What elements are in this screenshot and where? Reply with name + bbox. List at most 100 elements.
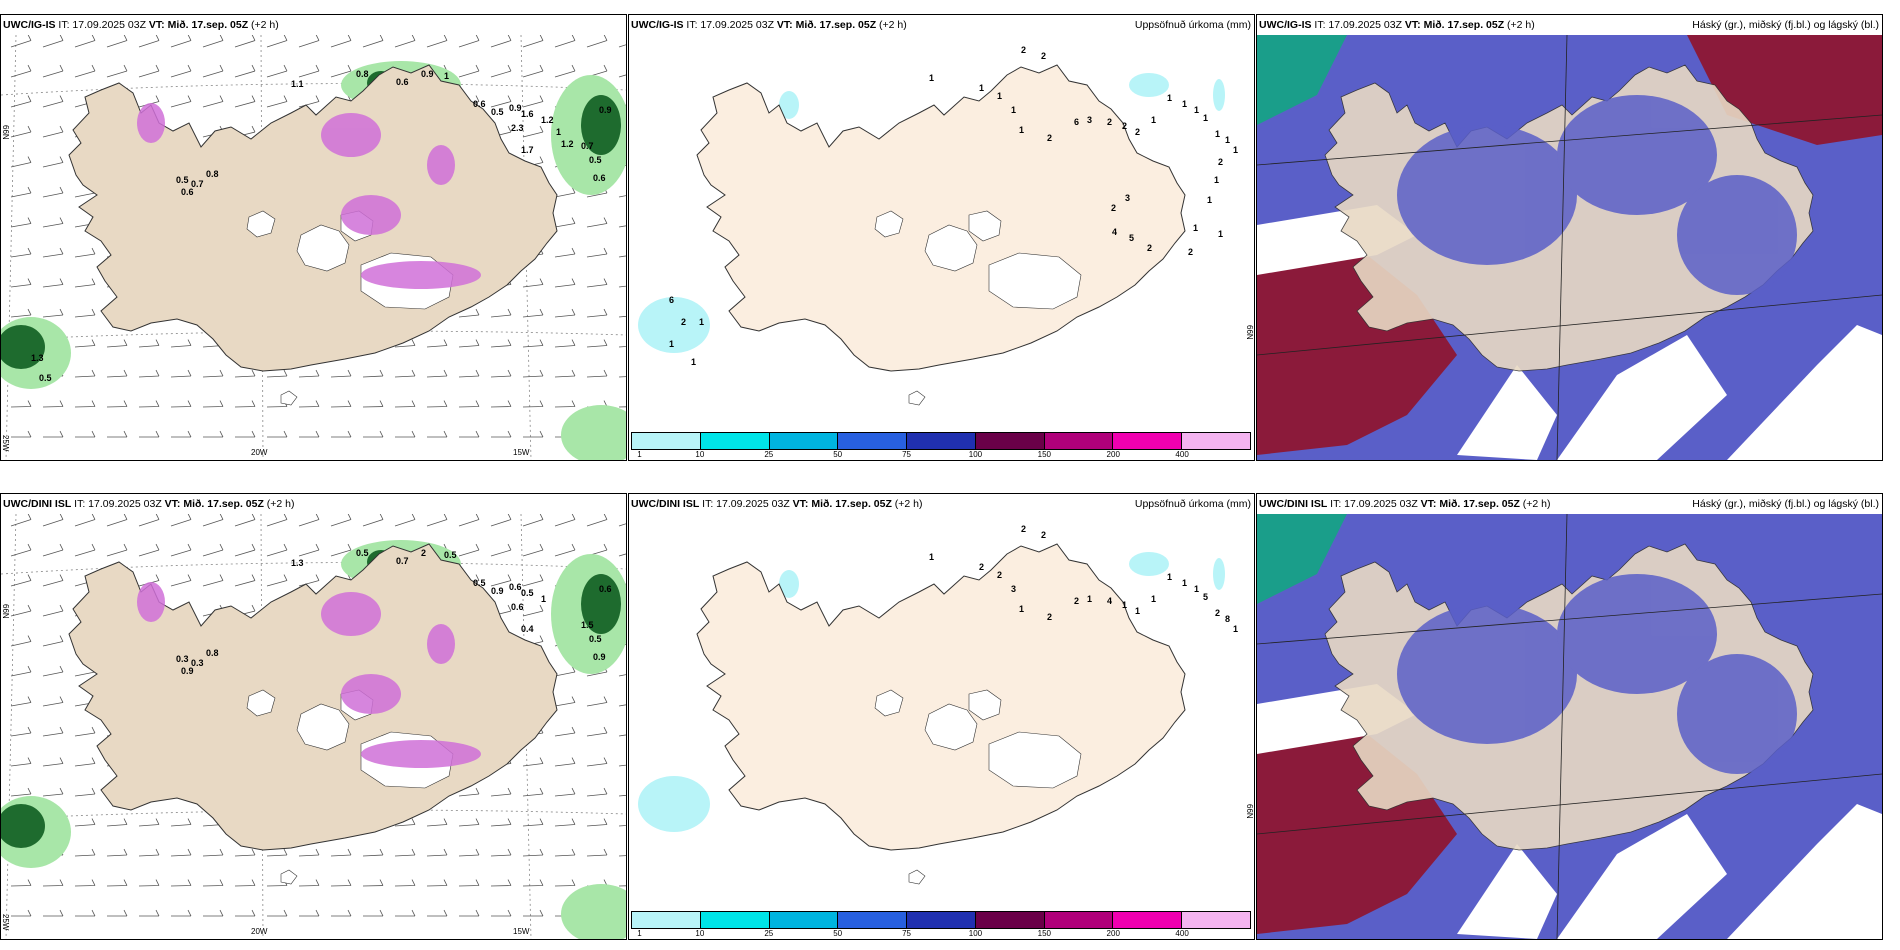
precip-value-label: 0.6 xyxy=(511,602,524,612)
wind-barb xyxy=(298,574,320,587)
precip-value-label: 1 xyxy=(997,91,1002,101)
glacier xyxy=(874,689,904,717)
precip-area xyxy=(581,574,621,634)
wind-barb xyxy=(106,818,128,827)
wind-barb xyxy=(330,848,352,857)
precip-value-label: 0.5 xyxy=(356,548,369,558)
wind-barb xyxy=(554,787,576,797)
wind-barb xyxy=(74,400,96,408)
panel-clouds-top: UWC/IG-IS IT: 17.09.2025 03Z VT: Mið. 17… xyxy=(1256,14,1883,461)
wind-barb xyxy=(266,95,288,108)
wind-barb xyxy=(330,514,352,527)
wind-barb xyxy=(10,400,32,408)
wind-barb xyxy=(202,400,224,408)
wind-barb xyxy=(106,514,128,527)
glacier xyxy=(924,224,978,272)
glacier xyxy=(988,252,1082,310)
grid-line xyxy=(1257,114,1882,166)
wind-barb xyxy=(554,696,576,707)
precip-value-label: 1.2 xyxy=(541,115,554,125)
wind-barb xyxy=(362,369,384,378)
colorbar-swatch xyxy=(700,912,770,928)
graticule xyxy=(1257,514,1882,939)
glacier xyxy=(280,869,298,885)
lead-time: (+2 h) xyxy=(251,19,279,31)
precip-value-label: 1 xyxy=(1182,99,1187,109)
precip-area xyxy=(361,740,481,768)
precip-area xyxy=(427,145,455,185)
wind-barb xyxy=(490,818,512,827)
wind-barb xyxy=(522,757,544,767)
wind-barb xyxy=(394,879,416,887)
wind-barb xyxy=(618,825,626,827)
clear-area xyxy=(1727,804,1882,939)
wind-barb xyxy=(586,696,608,707)
wind-barb xyxy=(458,514,480,527)
wind-barb xyxy=(394,818,416,827)
wind-barb xyxy=(106,339,128,348)
wind-barb xyxy=(42,514,64,527)
wind-barb xyxy=(10,308,32,318)
wind-barb xyxy=(42,64,64,78)
wind-barb xyxy=(554,818,576,827)
precip-value-label: 0.6 xyxy=(181,187,194,197)
precip-value-label: 5 xyxy=(1203,592,1208,602)
precip-value-label: 2 xyxy=(997,570,1002,580)
wind-barb xyxy=(586,278,608,288)
wind-barb xyxy=(554,879,576,887)
wind-barb xyxy=(618,315,626,318)
wind-barb xyxy=(586,339,608,348)
precip-value-label: 1 xyxy=(541,594,546,604)
colorbar-tick-label: 150 xyxy=(1037,450,1052,459)
precip-value-label: 1 xyxy=(1215,129,1220,139)
precip-value-label: 0.9 xyxy=(509,103,522,113)
wind-barb xyxy=(522,909,544,917)
wind-barb xyxy=(586,726,608,737)
clear-sky-areas xyxy=(1257,684,1882,939)
wind-barb xyxy=(202,879,224,887)
wind-barb xyxy=(426,400,448,408)
panel-title: Uppsöfnuð úrkoma (mm) xyxy=(1134,498,1251,510)
wind-barb xyxy=(458,339,480,348)
wind-barb xyxy=(330,64,352,78)
wind-barb xyxy=(586,35,608,48)
glacier xyxy=(908,390,926,406)
panel-title: Háský (gr.), miðský (fj.bl.) og lágský (… xyxy=(1692,498,1879,510)
lat-label: 66N xyxy=(1,125,10,140)
wind-barb xyxy=(394,514,416,527)
precip-value-label: 2 xyxy=(1188,247,1193,257)
wind-barb xyxy=(522,339,544,348)
wind-barb xyxy=(490,543,512,557)
valid-time: VT: Mið. 17.sep. 05Z xyxy=(1420,498,1520,510)
wind-barb xyxy=(42,879,64,887)
precip-value-label: 1 xyxy=(1214,175,1219,185)
wind-barb xyxy=(458,909,480,917)
colorbar-swatch xyxy=(632,912,701,928)
wind-barb xyxy=(10,909,32,917)
panel-accum-precip-bottom: UWC/DINI ISL IT: 17.09.2025 03Z VT: Mið.… xyxy=(628,493,1255,940)
wind-barb xyxy=(42,665,64,677)
wind-barb xyxy=(586,247,608,258)
wind-barb xyxy=(10,217,32,228)
wind-barb xyxy=(490,430,512,438)
wind-barb xyxy=(426,369,448,378)
wind-barb xyxy=(170,514,192,527)
wind-barb xyxy=(426,909,448,917)
wind-barb xyxy=(74,514,96,527)
precip-value-label: 1 xyxy=(979,83,984,93)
precip-value-label: 1.1 xyxy=(291,79,304,89)
wind-barb xyxy=(42,604,64,617)
wind-barb xyxy=(234,574,256,587)
precip-value-label: 1 xyxy=(1194,584,1199,594)
wind-barb xyxy=(554,339,576,348)
colorbar-swatch xyxy=(1044,912,1114,928)
model-name: UWC/IG-IS xyxy=(1259,19,1312,31)
wind-barb xyxy=(554,726,576,737)
wind-barb xyxy=(10,278,32,288)
wind-barb xyxy=(202,574,224,587)
valid-time: VT: Mið. 17.sep. 05Z xyxy=(776,19,877,31)
lon-label: 25W xyxy=(1,914,10,931)
precip-value-label: 1 xyxy=(1182,578,1187,588)
model-name: UWC/DINI ISL xyxy=(1259,498,1328,510)
wind-barb xyxy=(138,543,160,557)
